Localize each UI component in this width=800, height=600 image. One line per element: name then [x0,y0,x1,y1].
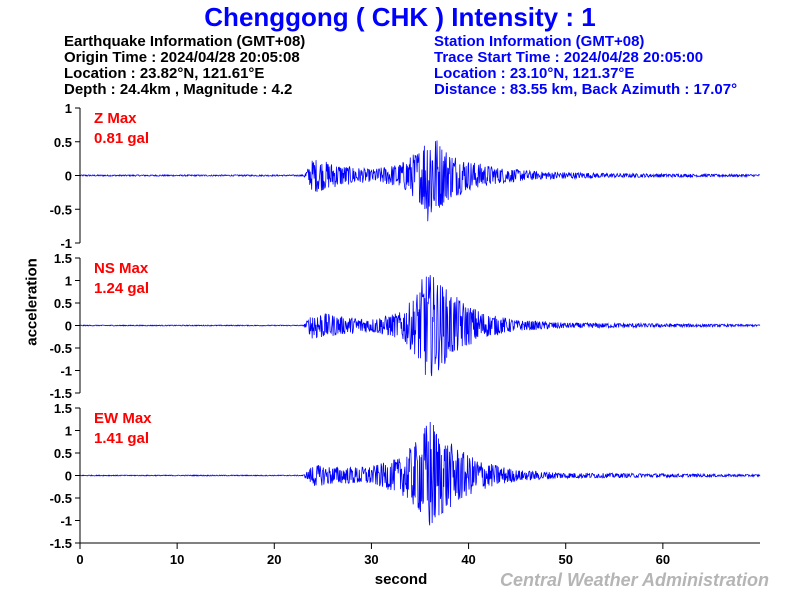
waveform-trace-1 [79,140,761,222]
depth-magnitude: Depth : 24.4km , Magnitude : 4.2 [64,81,293,98]
origin-time: Origin Time : 2024/04/28 20:05:08 [64,49,300,66]
x-tick-label: 60 [656,552,670,567]
y-tick-label: -1 [60,364,72,379]
y-tick-label: 0 [65,169,72,184]
series-name-label: Z Max [94,110,137,127]
y-tick-label: 1.5 [54,401,72,416]
y-tick-label: -1.5 [50,536,72,551]
y-tick-label: 0.5 [54,296,72,311]
y-tick-label: 1 [65,274,72,289]
y-tick-label: 1.5 [54,251,72,266]
y-tick-label: 1 [65,424,72,439]
y-tick-label: -1.5 [50,386,72,401]
y-tick-label: 0 [65,319,72,334]
distance-azimuth: Distance : 83.55 km, Back Azimuth : 17.0… [434,81,738,98]
y-axis-label: acceleration [23,258,41,346]
y-tick-label: -0.5 [50,202,72,217]
y-tick-label: -0.5 [50,491,72,506]
chart-title: Chenggong ( CHK ) Intensity : 1 [204,2,596,32]
x-tick-label: 0 [76,552,83,567]
station-location: Location : 23.10°N, 121.37°E [434,65,635,82]
series-max-value: 1.24 gal [94,280,149,297]
x-tick-label: 40 [461,552,475,567]
earthquake-info-header: Earthquake Information (GMT+08) [64,33,306,50]
waveform-trace-2 [79,275,761,377]
station-info: Station Information (GMT+08) Trace Start… [434,34,737,98]
waveform-trace-3 [79,422,761,526]
x-tick-label: 50 [558,552,572,567]
epicenter-location: Location : 23.82°N, 121.61°E [64,65,265,82]
y-tick-label: -1 [60,514,72,529]
station-info-header: Station Information (GMT+08) [434,33,645,50]
y-tick-label: 1 [65,101,72,116]
x-tick-label: 30 [364,552,378,567]
y-tick-label: -0.5 [50,341,72,356]
series-name-label: EW Max [94,410,152,427]
series-max-value: 1.41 gal [94,430,149,447]
series-name-label: NS Max [94,260,149,277]
x-tick-label: 10 [170,552,184,567]
x-tick-label: 20 [267,552,281,567]
y-tick-label: -1 [60,236,72,251]
y-tick-label: 0 [65,469,72,484]
x-axis-label: second [374,571,428,588]
agency-credit: Central Weather Administration [499,570,769,590]
y-tick-label: 0.5 [54,446,72,461]
earthquake-info: Earthquake Information (GMT+08) Origin T… [64,34,305,98]
trace-start-time: Trace Start Time : 2024/04/28 20:05:00 [434,49,704,66]
series-max-value: 0.81 gal [94,130,149,147]
y-tick-label: 0.5 [54,135,72,150]
